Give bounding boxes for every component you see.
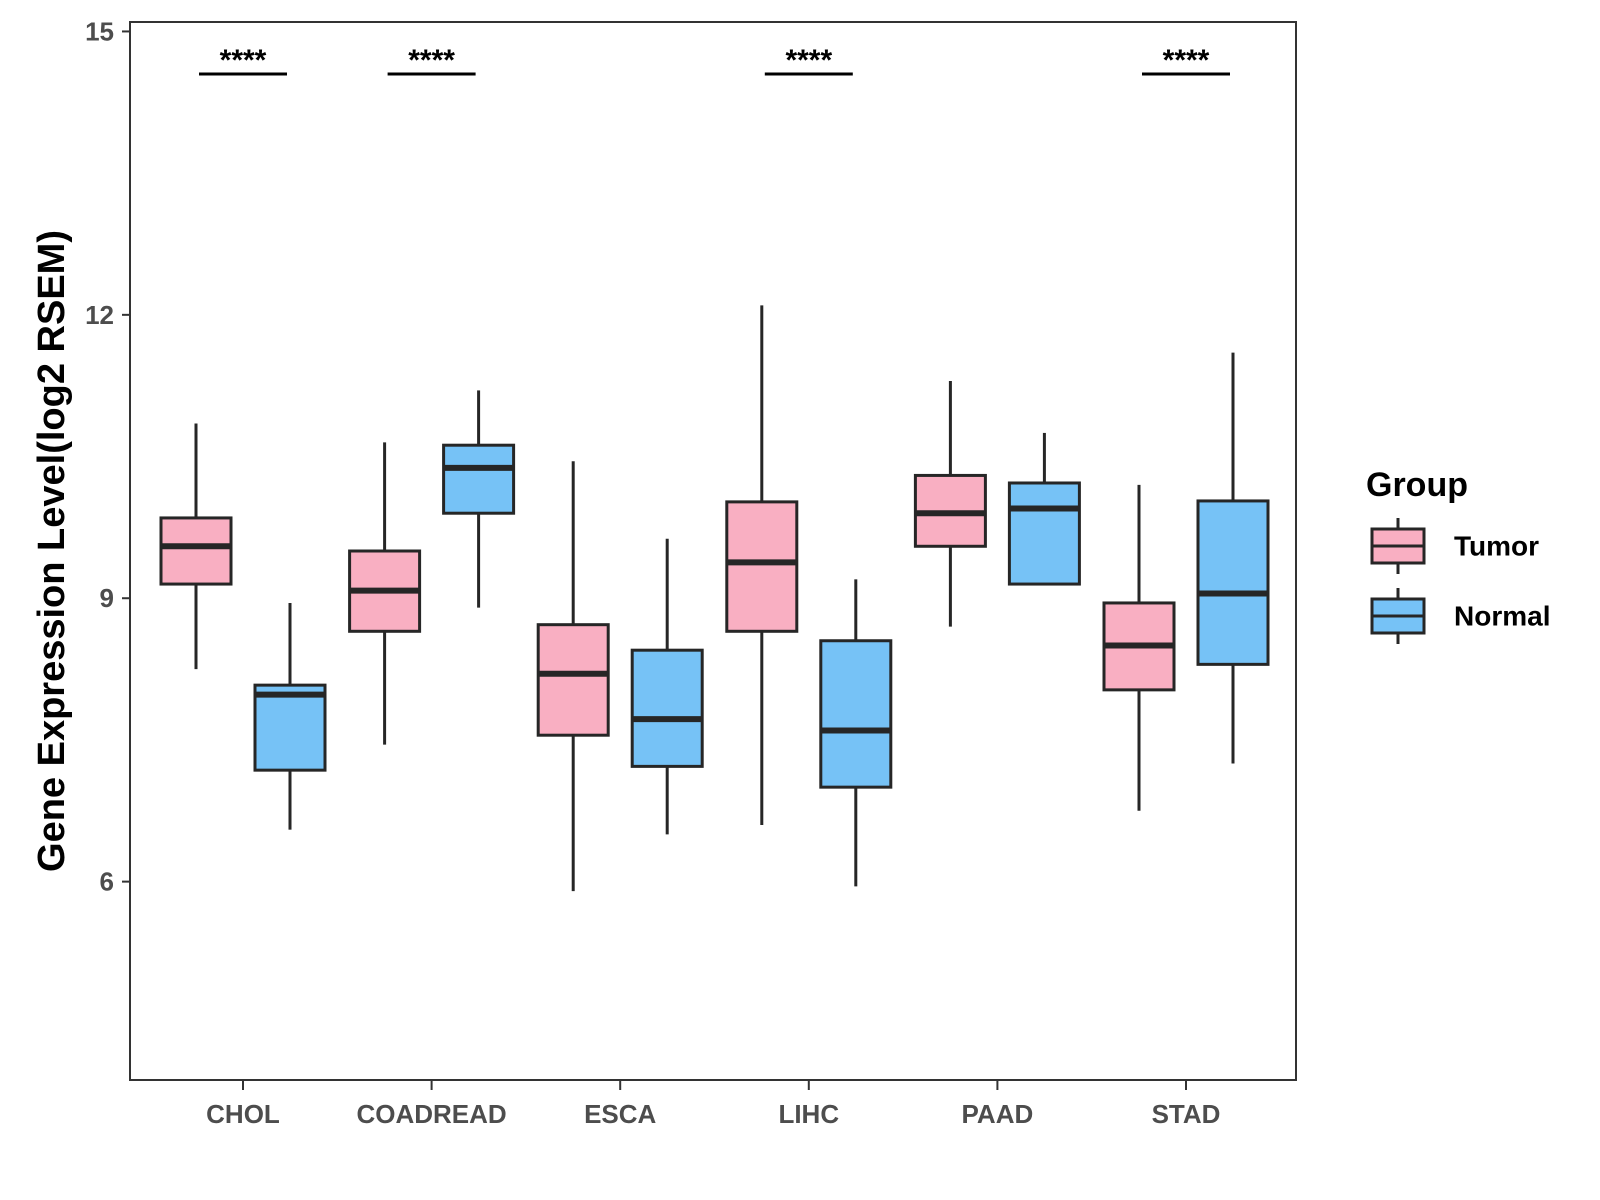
box-normal-stad <box>1196 352 1270 764</box>
legend-title: Group <box>1366 466 1468 504</box>
plot-background <box>130 22 1296 1080</box>
box-body <box>536 623 610 737</box>
legend: Group Tumor Normal <box>1366 466 1550 644</box>
box-body <box>725 500 799 633</box>
plot-layer: 6 9 12 15 CHOL COADREAD ESCA LIHC PAAD STAD **** **… <box>85 16 1270 1129</box>
significance-label: **** <box>1163 44 1210 77</box>
box-body <box>1196 499 1270 666</box>
y-tick-label: 9 <box>100 583 114 613</box>
significance-label: **** <box>785 44 832 77</box>
significance-label: **** <box>220 44 267 77</box>
box-tumor-chol <box>159 423 233 670</box>
y-tick-label: 12 <box>85 300 114 330</box>
legend-label-normal: Normal <box>1454 601 1550 632</box>
box-body <box>630 648 704 768</box>
y-axis-title: Gene Expression Level(log2 RSEM) <box>31 230 73 872</box>
box-body <box>253 683 327 772</box>
x-tick-label: PAAD <box>962 1099 1034 1129</box>
x-tick-label: COADREAD <box>356 1099 506 1129</box>
box-normal-lihc <box>819 579 893 887</box>
plot-panel-border <box>129 21 1297 1081</box>
legend-key-tumor <box>1370 518 1426 574</box>
box-tumor-paad <box>913 380 987 627</box>
box-normal-coadread <box>442 390 516 608</box>
legend-key-normal <box>1370 588 1426 644</box>
box-normal-esca <box>630 538 704 835</box>
box-normal-chol <box>253 602 327 830</box>
box-body <box>442 443 516 515</box>
significance-label: **** <box>408 44 455 77</box>
box-tumor-stad <box>1102 484 1176 811</box>
box-tumor-lihc <box>725 305 799 825</box>
legend-label-tumor: Tumor <box>1454 531 1539 562</box>
box-tumor-coadread <box>348 442 422 745</box>
y-tick-label: 6 <box>100 867 114 897</box>
x-tick-label: CHOL <box>206 1099 280 1129</box>
x-tick-label: ESCA <box>584 1099 656 1129</box>
y-tick-label: 15 <box>85 16 114 46</box>
box-normal-paad <box>1007 432 1081 586</box>
box-body <box>819 639 893 789</box>
x-tick-label: STAD <box>1152 1099 1221 1129</box>
x-tick-label: LIHC <box>778 1099 839 1129</box>
box-body <box>159 516 233 586</box>
box-body <box>1007 481 1081 586</box>
box-tumor-esca <box>536 461 610 892</box>
